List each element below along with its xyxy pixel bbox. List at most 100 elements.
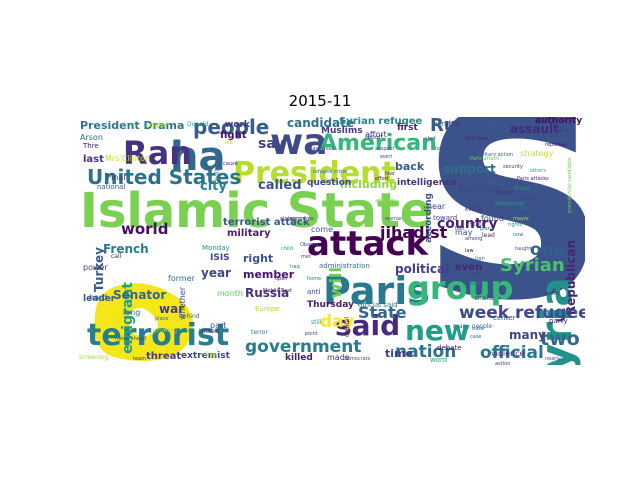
cloud-word: screening <box>79 354 109 361</box>
cloud-word: question <box>307 178 352 188</box>
cloud-word: first <box>397 123 418 133</box>
cloud-word: place <box>155 316 169 322</box>
cloud-word: vital <box>445 120 461 128</box>
cloud-word: region <box>147 121 170 129</box>
cloud-word: Muslims <box>321 126 363 136</box>
cloud-word: assault <box>510 122 559 136</box>
cloud-word: met <box>301 254 311 260</box>
cloud-word: taught <box>515 246 532 252</box>
cloud-word: come <box>311 225 334 234</box>
cloud-word: jihadist <box>380 223 448 242</box>
cloud-word: army <box>448 173 461 179</box>
cloud-word: report <box>365 134 384 141</box>
cloud-word: Paris <box>323 269 430 313</box>
cloud-word: behind <box>179 313 200 320</box>
cloud-word: member <box>243 268 295 281</box>
cloud-word: move ahead <box>115 336 147 342</box>
cloud-word: fire <box>205 351 217 359</box>
cloud-word: Tuesday <box>520 196 541 202</box>
cloud-word: effort <box>375 176 389 182</box>
cloud-word: Thre <box>83 142 99 150</box>
cloud-word: military <box>227 228 271 239</box>
cloud-word: back <box>395 160 425 173</box>
cloud-word: anti <box>307 288 321 296</box>
cloud-word: war <box>159 302 185 316</box>
cloud-word: woman <box>385 216 404 222</box>
cloud-word: killing <box>465 206 483 213</box>
cloud-word: event <box>545 291 560 297</box>
cloud-word: Paris attacks <box>517 176 549 182</box>
cloud-word: Wednesday <box>495 201 524 207</box>
cloud-word: affort <box>365 130 387 139</box>
cloud-word: official <box>480 343 544 363</box>
cloud-word: hard <box>89 293 108 302</box>
cloud-word: week refugee <box>459 303 585 323</box>
cloud-word: fear <box>385 171 395 177</box>
cloud-word: still <box>311 319 322 326</box>
cloud-word: security <box>503 164 523 170</box>
cloud-word: Final <box>107 173 126 182</box>
cloud-word: ahead <box>175 328 191 334</box>
cloud-word: lead <box>482 232 495 239</box>
cloud-word: call <box>111 253 122 260</box>
cloud-word: may <box>455 228 473 237</box>
cloud-word: Donald <box>187 121 209 128</box>
cloud-word: want <box>380 154 393 160</box>
cloud-word: ه <box>85 170 204 366</box>
cloud-word: support <box>443 162 496 176</box>
cloud-word: Republican <box>564 240 578 316</box>
cloud-word: will <box>326 267 345 299</box>
figure-title: 2015-11 <box>288 92 352 110</box>
cloud-word: even <box>455 262 483 273</box>
cloud-word: shot <box>425 136 436 142</box>
cloud-word: attacker <box>375 198 396 204</box>
cloud-word: move <box>467 144 481 150</box>
cloud-word: cause <box>223 161 238 167</box>
cloud-word: center <box>493 314 516 322</box>
cloud-word: nearly <box>545 356 561 362</box>
cloud-word: poll <box>214 170 221 181</box>
cloud-word: ban <box>455 226 465 232</box>
cloud-word: national <box>97 183 126 191</box>
cloud-word: Paris attack <box>470 156 500 162</box>
cloud-word: point <box>305 331 318 337</box>
cloud-word: help <box>485 202 496 208</box>
cloud-word: nation <box>395 342 457 362</box>
cloud-word: Senator <box>113 288 167 302</box>
cloud-word: including <box>340 178 398 191</box>
cloud-word: airstrikes <box>545 308 578 316</box>
cloud-word: growing <box>153 327 177 334</box>
cloud-word: side <box>470 281 481 287</box>
cloud-word: Syrian refugee <box>339 117 423 127</box>
cloud-word: action <box>495 361 511 366</box>
cloud-word: use <box>520 206 529 212</box>
cloud-word: border <box>459 182 501 195</box>
cloud-word: political <box>395 262 450 276</box>
cloud-word: war crime <box>289 216 314 222</box>
cloud-word: safe <box>473 326 484 332</box>
cloud-word: refugee crisis <box>313 169 347 175</box>
cloud-word: state <box>470 221 486 228</box>
cloud-word: suspect <box>375 146 395 152</box>
cloud-word: plan <box>480 226 491 232</box>
cloud-word: Obama <box>300 242 319 248</box>
cloud-word: presidential candidate <box>567 157 573 213</box>
cloud-word: team <box>133 356 146 362</box>
cloud-word: former <box>168 274 195 283</box>
cloud-word: set <box>385 331 393 337</box>
cloud-word: Mrs Clinton <box>105 154 151 163</box>
cloud-word: show <box>470 271 483 277</box>
cloud-word: strategy <box>520 149 554 158</box>
cloud-word: Friday <box>515 186 531 192</box>
cloud-word: Islamic State <box>80 183 433 239</box>
cloud-word: work <box>225 120 250 130</box>
cloud-word: law <box>465 248 474 254</box>
cloud-word: now <box>513 232 524 238</box>
cloud-word: month <box>217 289 243 298</box>
cloud-word: many <box>509 328 546 342</box>
cloud-word: case <box>470 334 482 340</box>
cloud-word: one <box>530 240 566 260</box>
cloud-word: first time <box>465 136 488 142</box>
cloud-word: reported <box>545 142 567 148</box>
cloud-word: authority <box>535 117 583 126</box>
